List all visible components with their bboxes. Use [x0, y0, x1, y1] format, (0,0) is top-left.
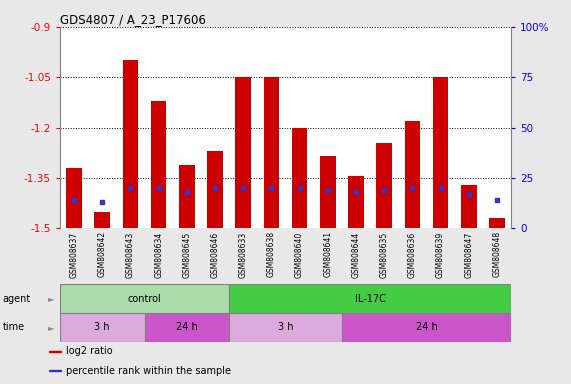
Bar [229, 313, 342, 342]
Bar [405, 121, 420, 228]
Bar [489, 218, 505, 228]
Bar [235, 77, 251, 228]
Text: agent: agent [3, 293, 31, 304]
Text: IL-17C: IL-17C [355, 293, 385, 304]
Bar [207, 151, 223, 228]
Bar [123, 61, 138, 228]
Bar [94, 212, 110, 228]
Bar [151, 101, 166, 228]
Bar [179, 165, 195, 228]
Text: time: time [3, 322, 25, 333]
Text: GDS4807 / A_23_P17606: GDS4807 / A_23_P17606 [60, 13, 206, 26]
Bar [264, 77, 279, 228]
Text: ►: ► [48, 294, 55, 303]
Bar [49, 370, 62, 371]
Text: percentile rank within the sample: percentile rank within the sample [66, 366, 231, 376]
Bar [348, 176, 364, 228]
Bar [342, 313, 511, 342]
Text: ►: ► [48, 323, 55, 332]
Bar [60, 284, 229, 313]
Text: 24 h: 24 h [176, 322, 198, 333]
Bar [433, 77, 448, 228]
Text: control: control [128, 293, 162, 304]
Bar [461, 185, 477, 228]
Text: 3 h: 3 h [278, 322, 293, 333]
Bar [60, 313, 144, 342]
Bar [320, 156, 336, 228]
Bar [66, 168, 82, 228]
Bar [49, 351, 62, 352]
Text: 24 h: 24 h [416, 322, 437, 333]
Bar [292, 127, 307, 228]
Text: 3 h: 3 h [94, 322, 110, 333]
Bar [376, 143, 392, 228]
Bar [144, 313, 229, 342]
Bar [229, 284, 511, 313]
Text: log2 ratio: log2 ratio [66, 346, 112, 356]
